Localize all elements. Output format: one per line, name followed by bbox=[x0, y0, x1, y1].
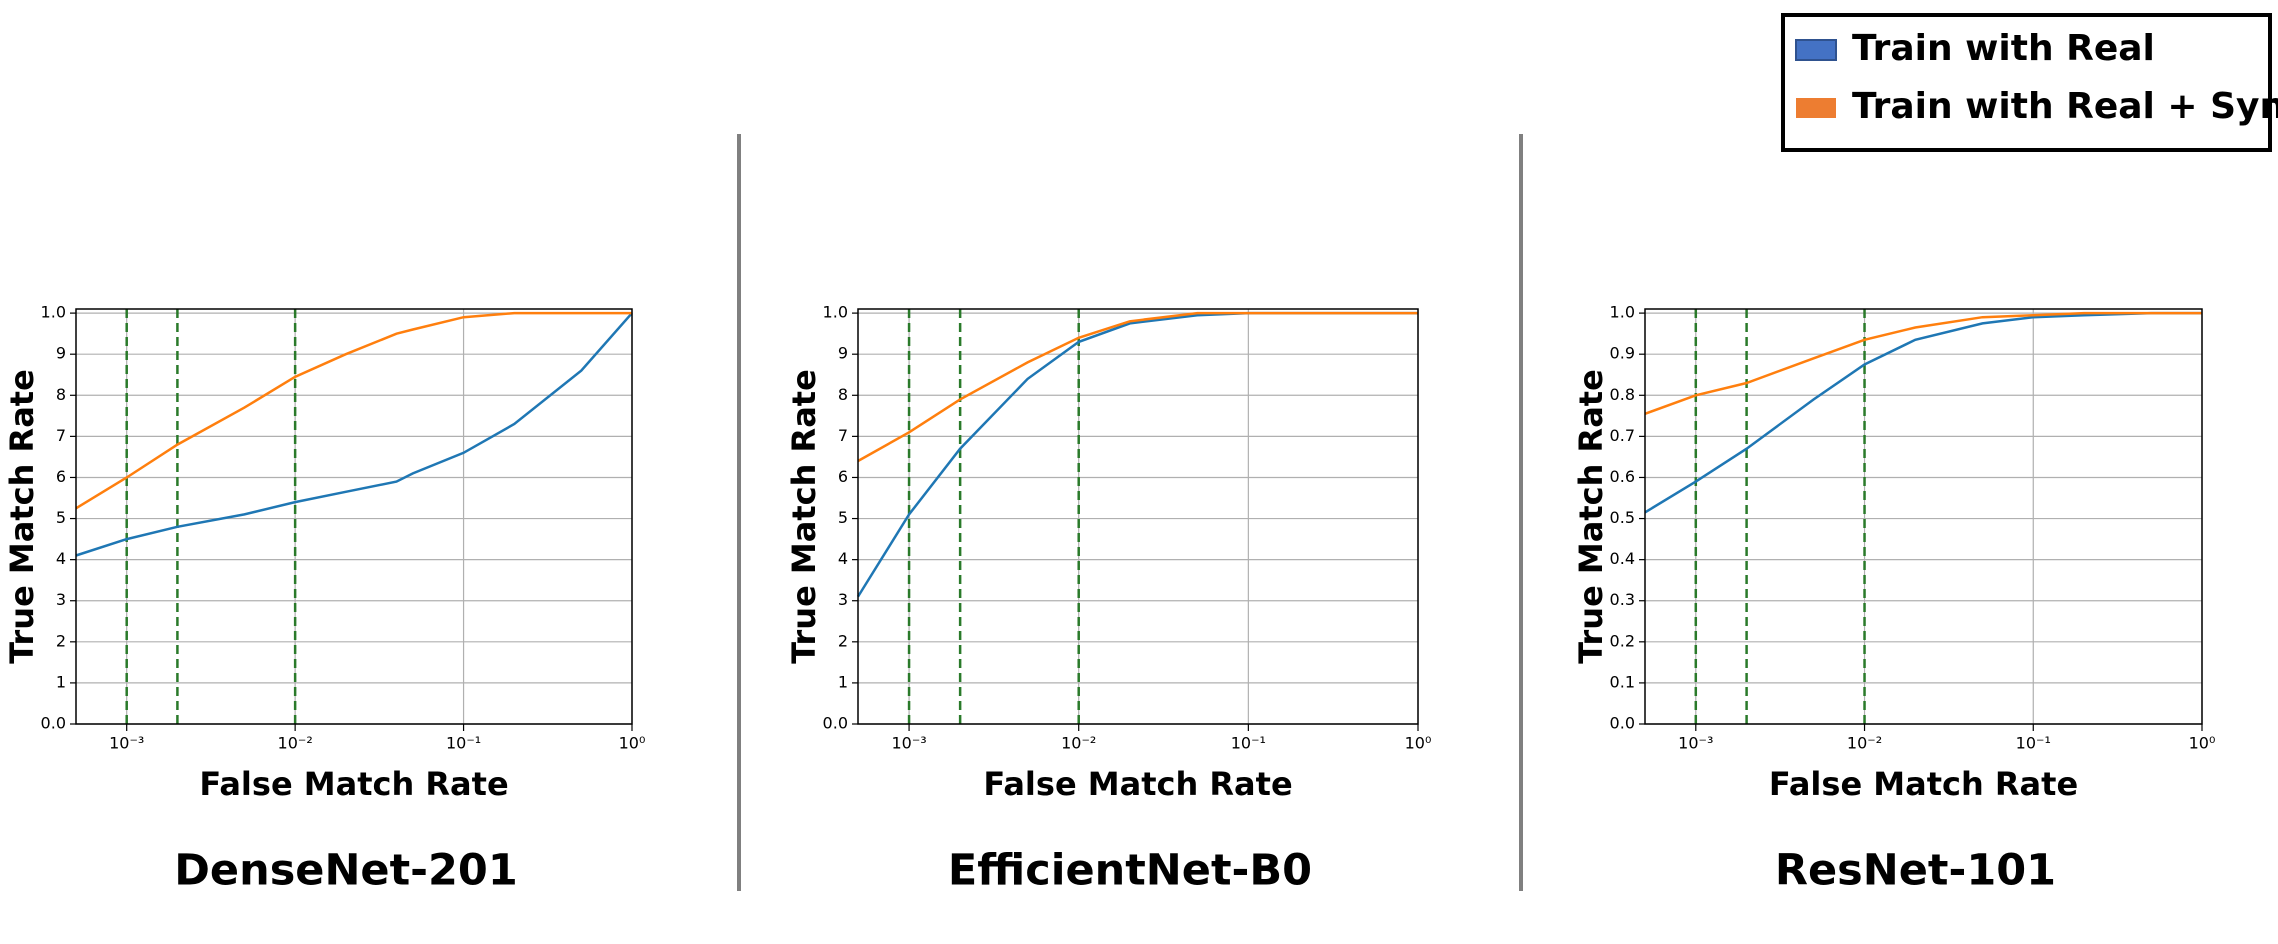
y-tick-label: 2 bbox=[838, 631, 848, 650]
y-tick-label: 0.2 bbox=[1610, 631, 1635, 650]
x-axis-label: False Match Rate bbox=[983, 765, 1292, 803]
y-tick-label: 2 bbox=[56, 631, 66, 650]
y-tick-label: 1 bbox=[838, 672, 848, 691]
line-series bbox=[1644, 311, 2202, 415]
y-tick-label: 0.0 bbox=[1610, 714, 1635, 733]
y-tick-label: 4 bbox=[838, 549, 848, 568]
x-tick-label: 10⁻² bbox=[278, 734, 313, 753]
x-tick-label: 10⁰ bbox=[619, 734, 646, 753]
y-tick-label: 0.1 bbox=[1610, 672, 1635, 691]
legend-swatch bbox=[1795, 39, 1837, 61]
y-tick-label: 0.0 bbox=[823, 714, 848, 733]
y-tick-label: 9 bbox=[838, 344, 848, 363]
y-tick-label: 0.4 bbox=[1610, 549, 1635, 568]
y-axis-label: True Match Rate bbox=[785, 369, 823, 664]
line-series bbox=[856, 311, 1418, 598]
y-axis-label: True Match Rate bbox=[1572, 369, 1610, 664]
legend-swatch bbox=[1796, 98, 1836, 118]
x-tick-label: 10⁻³ bbox=[1678, 734, 1713, 753]
y-tick-label: 5 bbox=[56, 508, 66, 527]
chart-title: EfficientNet-B0 bbox=[948, 846, 1312, 896]
x-tick-label: 10⁻¹ bbox=[446, 734, 481, 753]
plot-frame bbox=[1644, 308, 2203, 725]
y-tick-label: 8 bbox=[56, 385, 66, 404]
plot-frame bbox=[857, 308, 1419, 725]
x-axis-label: False Match Rate bbox=[1769, 765, 2078, 803]
legend-label: Train with Real + Synth bbox=[1852, 86, 2278, 127]
legend-box bbox=[1781, 13, 2272, 152]
line-series bbox=[1644, 311, 2202, 514]
x-tick-label: 10⁻² bbox=[1847, 734, 1882, 753]
y-tick-label: 0.7 bbox=[1610, 426, 1635, 445]
y-axis-label: True Match Rate bbox=[3, 369, 41, 664]
x-tick-label: 10⁰ bbox=[1405, 734, 1432, 753]
y-tick-label: 0.3 bbox=[1610, 590, 1635, 609]
x-tick-label: 10⁻¹ bbox=[2016, 734, 2051, 753]
x-tick-label: 10⁻³ bbox=[891, 734, 926, 753]
x-tick-label: 10⁻² bbox=[1061, 734, 1096, 753]
x-tick-label: 10⁰ bbox=[2189, 734, 2216, 753]
y-tick-label: 0.8 bbox=[1610, 385, 1635, 404]
y-tick-label: 8 bbox=[838, 385, 848, 404]
line-series bbox=[75, 312, 633, 557]
y-tick-label: 1.0 bbox=[1610, 303, 1635, 322]
y-tick-label: 1.0 bbox=[823, 303, 848, 322]
y-tick-label: 9 bbox=[56, 344, 66, 363]
legend-label: Train with Real bbox=[1852, 28, 2155, 69]
plot-frame bbox=[75, 308, 633, 725]
y-tick-label: 1.0 bbox=[41, 303, 66, 322]
y-tick-label: 3 bbox=[56, 590, 66, 609]
x-tick-label: 10⁻¹ bbox=[1231, 734, 1266, 753]
line-series bbox=[857, 311, 1418, 463]
y-tick-label: 0.0 bbox=[41, 714, 66, 733]
y-tick-label: 6 bbox=[838, 467, 848, 486]
line-series bbox=[75, 311, 632, 510]
y-tick-label: 3 bbox=[838, 590, 848, 609]
x-axis-label: False Match Rate bbox=[199, 765, 508, 803]
y-tick-label: 4 bbox=[56, 549, 66, 568]
y-tick-label: 0.6 bbox=[1610, 467, 1635, 486]
y-tick-label: 0.9 bbox=[1610, 344, 1635, 363]
y-tick-label: 7 bbox=[838, 426, 848, 445]
y-tick-label: 7 bbox=[56, 426, 66, 445]
x-tick-label: 10⁻³ bbox=[109, 734, 144, 753]
y-tick-label: 0.5 bbox=[1610, 508, 1635, 527]
chart-title: DenseNet-201 bbox=[174, 846, 518, 896]
y-tick-label: 5 bbox=[838, 508, 848, 527]
y-tick-label: 6 bbox=[56, 467, 66, 486]
chart-title: ResNet-101 bbox=[1775, 846, 2056, 896]
y-tick-label: 1 bbox=[56, 672, 66, 691]
